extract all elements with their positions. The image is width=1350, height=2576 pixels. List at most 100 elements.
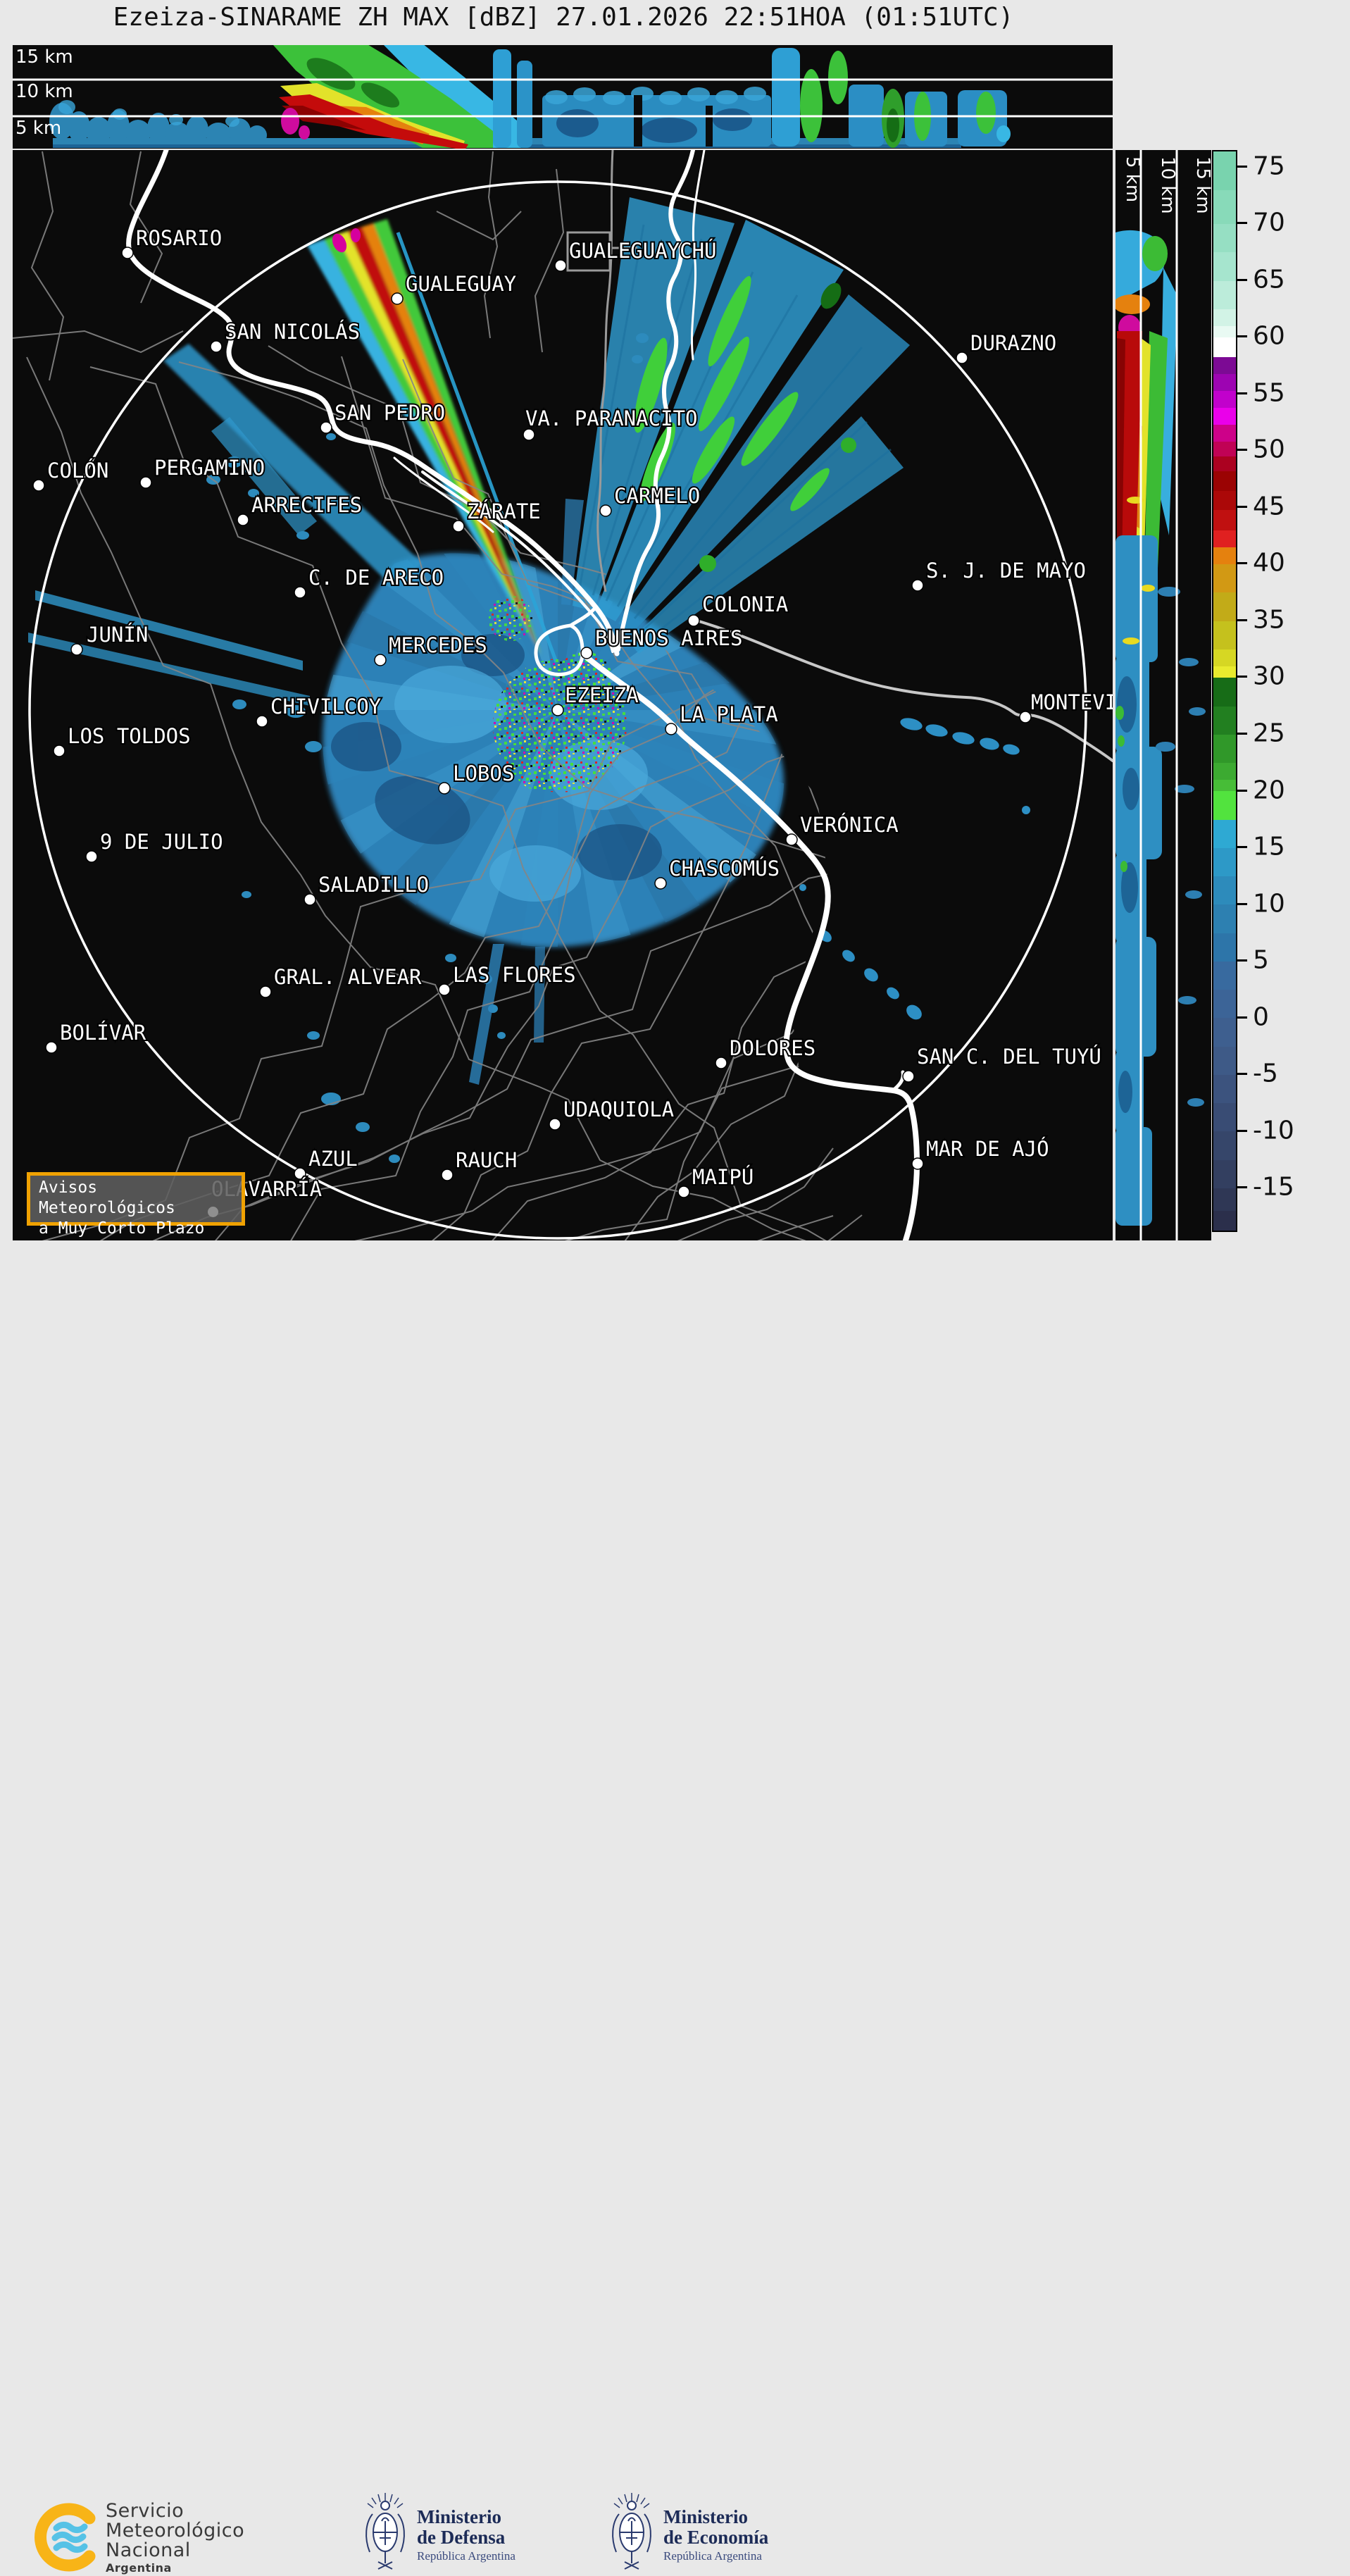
colorbar-block xyxy=(1213,1103,1236,1132)
colorbar-tick-label: 55 xyxy=(1253,378,1285,408)
colorbar-tick xyxy=(1237,278,1247,281)
colorbar-block xyxy=(1213,678,1236,707)
colorbar-block xyxy=(1213,621,1236,649)
city-marker xyxy=(45,1041,58,1054)
colorbar-block xyxy=(1213,1131,1236,1160)
city-marker xyxy=(441,1169,454,1181)
rivers xyxy=(126,150,1113,1240)
city-label: GUALEGUAYCHÚ xyxy=(569,239,717,263)
colorbar-block xyxy=(1213,224,1236,253)
colorbar-tick-label: 5 xyxy=(1253,945,1269,975)
city-label: LA PLATA xyxy=(680,702,778,726)
city-label: MONTEVIDEO xyxy=(1031,690,1113,714)
city-label: CHASCOMÚS xyxy=(669,857,780,881)
city-marker xyxy=(304,893,316,906)
page-title: Ezeiza-SINARAME ZH MAX [dBZ] 27.01.2026 … xyxy=(113,3,1014,32)
city-label: C. DE ARECO xyxy=(308,566,444,590)
colorbar-tick xyxy=(1237,733,1247,735)
boundary-line xyxy=(213,866,867,1240)
city-marker xyxy=(902,1070,915,1083)
city-marker xyxy=(911,579,924,592)
boundary-line xyxy=(489,946,838,1240)
city-label: LOS TOLDOS xyxy=(68,724,191,748)
city-label: LAS FLORES xyxy=(453,963,576,987)
city-marker xyxy=(551,704,564,716)
city-label: UDAQUIOLA xyxy=(563,1097,674,1121)
colorbar-block xyxy=(1213,390,1236,408)
colorbar-tick-label: 15 xyxy=(1253,832,1285,861)
city-label: ROSARIO xyxy=(136,226,222,250)
city-marker xyxy=(438,983,451,996)
colorbar-block xyxy=(1213,151,1236,190)
radar-map: ROSARIO GUALEGUAYCHÚ GUALEGUAY SAN NICOLÁS D… xyxy=(13,150,1113,1240)
colorbar-tick xyxy=(1237,335,1247,338)
colorbar-tick-label: 70 xyxy=(1253,208,1285,237)
colorbar-tick xyxy=(1237,222,1247,225)
colorbar-tick xyxy=(1237,618,1247,621)
city-label: SAN C. DEL TUYÚ xyxy=(917,1045,1101,1069)
colorbar-tick-label: 35 xyxy=(1253,605,1285,635)
colorbar-block xyxy=(1213,876,1236,905)
radar-map-panel[interactable]: ROSARIO GUALEGUAYCHÚ GUALEGUAY SAN NICOLÁS D… xyxy=(13,150,1113,1240)
top-panel-15km-label: 15 km xyxy=(15,46,73,68)
right-panel-15km-label: 15 km xyxy=(1192,156,1211,214)
colorbar-tick xyxy=(1237,676,1247,678)
city-label: 9 DE JULIO xyxy=(100,830,223,854)
city-marker xyxy=(785,833,798,846)
top-panel-5km-label: 5 km xyxy=(15,118,62,139)
city-label: MAR DE AJÓ xyxy=(926,1137,1049,1161)
boundary-line xyxy=(429,655,844,1240)
colorbar-tick-label: 75 xyxy=(1253,151,1285,181)
city-marker xyxy=(911,1157,924,1170)
colorbar-block xyxy=(1213,547,1236,565)
colorbar-tick xyxy=(1237,449,1247,452)
colorbar-block xyxy=(1213,456,1236,472)
colorbar-tick xyxy=(1237,1016,1247,1019)
city-label: GUALEGUAY xyxy=(406,272,516,296)
city-marker xyxy=(523,428,535,441)
colorbar-tick xyxy=(1237,846,1247,849)
colorbar-block xyxy=(1213,1074,1236,1104)
colorbar-block xyxy=(1213,1211,1236,1231)
city-marker xyxy=(32,479,45,492)
colorbar-tick-label: -15 xyxy=(1253,1172,1294,1202)
city-marker xyxy=(85,850,98,863)
colorbar-block xyxy=(1213,442,1236,457)
colorbar-block xyxy=(1213,356,1236,374)
warning-status-dot xyxy=(208,1207,218,1217)
colorbar-tick xyxy=(1237,392,1247,394)
city-marker xyxy=(554,259,567,272)
colorbar-block xyxy=(1213,530,1236,548)
boundary-line xyxy=(89,366,850,1240)
city-label: VA. PARANACITO xyxy=(525,406,697,430)
city-label: EZEIZA xyxy=(565,683,639,707)
colorbar-block xyxy=(1213,933,1236,962)
cross-section-right-panel: 5 km 10 km 15 km xyxy=(1115,150,1211,1240)
colorbar-block xyxy=(1213,1159,1236,1189)
colorbar-block xyxy=(1213,819,1236,848)
colorbar-block xyxy=(1213,407,1236,425)
city-marker xyxy=(677,1186,690,1198)
city-marker xyxy=(580,647,593,659)
city-label: BOLÍVAR xyxy=(60,1021,146,1045)
city-label: SAN PEDRO xyxy=(335,401,445,425)
colorbar-block xyxy=(1213,847,1236,877)
city-label: MERCEDES xyxy=(389,633,487,657)
warning-layer-button[interactable]: Avisos Meteorológicos a Muy Corto Plazo xyxy=(27,1172,245,1238)
city-marker xyxy=(121,247,134,259)
economia-logo-text: Ministerio de Economía República Argenti… xyxy=(663,2506,769,2563)
colorbar-tick xyxy=(1237,902,1247,905)
city-label: CARMELO xyxy=(614,484,700,508)
entre-rios-boundaries xyxy=(13,151,565,381)
boundary-line xyxy=(344,978,830,1240)
city-marker xyxy=(452,520,465,533)
colorbar-block xyxy=(1213,337,1236,357)
city-marker xyxy=(1019,711,1032,723)
smn-logo-text: Servicio Meteorológico Nacional Argentin… xyxy=(106,2500,245,2575)
colorbar-tick-label: 10 xyxy=(1253,889,1285,919)
colorbar-block xyxy=(1213,309,1236,327)
city-marker xyxy=(210,340,223,353)
colorbar-tick-label: 30 xyxy=(1253,661,1285,691)
city-marker xyxy=(237,514,249,526)
footer-logos: Servicio Meteorológico Nacional Argentin… xyxy=(0,1240,1350,2575)
